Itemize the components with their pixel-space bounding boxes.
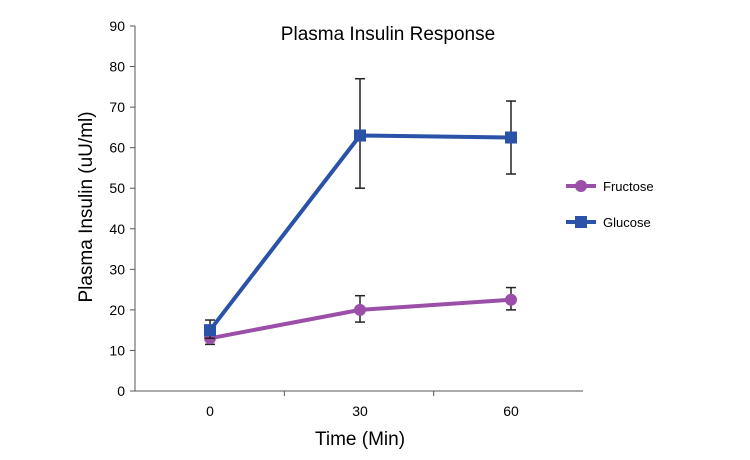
axes: 0 10 20 30 40 50 60 70 80 90 0 30 60: [109, 18, 583, 419]
x-tick-label: 60: [503, 403, 519, 419]
y-axis-title: Plasma Insulin (uU/ml): [76, 111, 97, 302]
data-point: [354, 303, 366, 316]
y-tick-label: 70: [109, 99, 125, 115]
data-point: [505, 293, 517, 306]
x-tick-label: 30: [352, 403, 368, 419]
y-tick-label: 80: [109, 59, 125, 75]
y-tick-label: 20: [109, 302, 125, 318]
y-tick-label: 0: [117, 383, 125, 399]
y-tick-label: 50: [109, 180, 125, 196]
y-tick-label: 90: [109, 18, 125, 34]
legend-item-glucose: Glucose: [566, 215, 651, 230]
y-tick-label: 60: [109, 140, 125, 156]
legend-label: Fructose: [603, 179, 654, 194]
data-point: [505, 131, 517, 144]
series-fructose: [204, 286, 517, 346]
legend-marker: [575, 180, 587, 192]
legend-marker: [575, 216, 587, 228]
x-tick-label: 0: [206, 403, 214, 419]
x-axis-title: Time (Min): [315, 429, 405, 450]
y-tick-label: 40: [109, 221, 125, 237]
series-glucose: [204, 77, 517, 340]
data-point: [354, 129, 366, 142]
legend-item-fructose: Fructose: [566, 179, 654, 194]
series-layer: [204, 77, 517, 346]
chart-title: Plasma Insulin Response: [281, 24, 495, 45]
data-point: [204, 324, 216, 337]
y-tick-label: 10: [109, 342, 125, 358]
legend: Fructose Glucose: [566, 179, 654, 230]
legend-label: Glucose: [603, 215, 651, 230]
y-tick-label: 30: [109, 261, 125, 277]
